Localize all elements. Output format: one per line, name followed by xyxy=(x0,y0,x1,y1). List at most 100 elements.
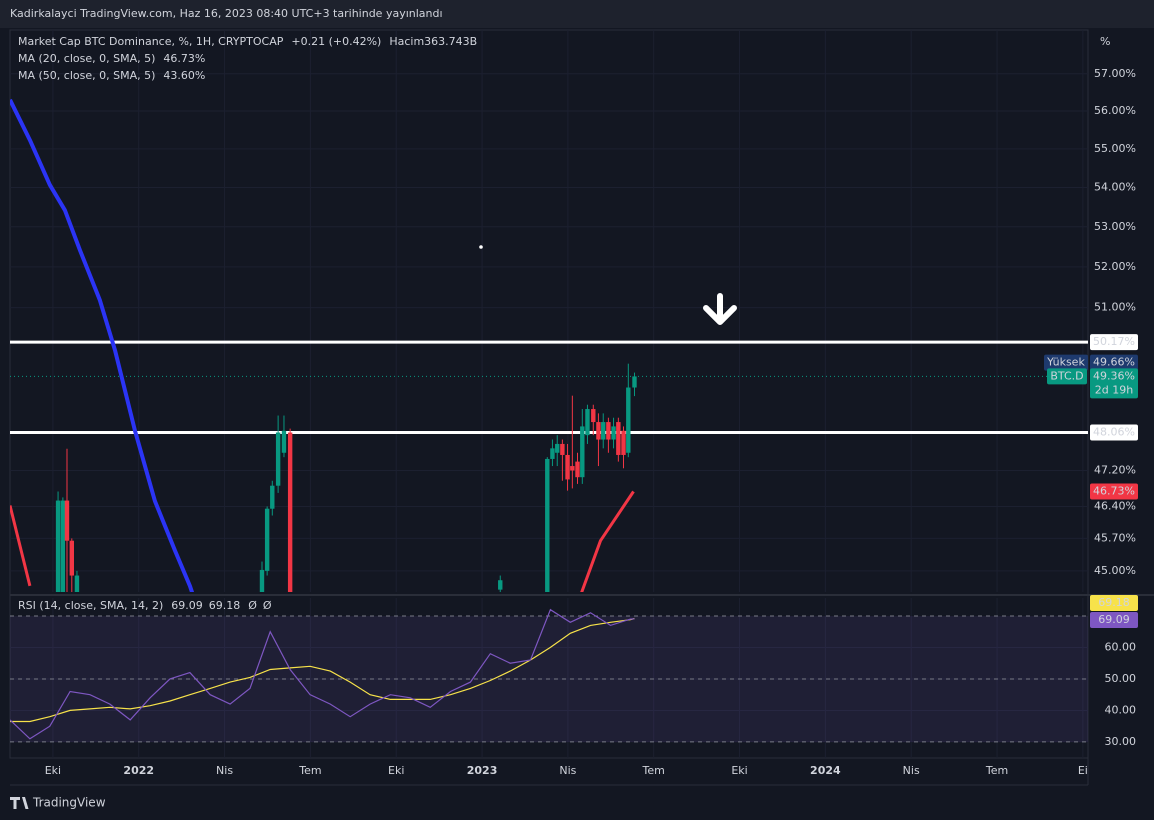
overlay: 57.00% 56.00% 55.00% 54.00% 53.00% 52.00% 51.0… xyxy=(18,35,1138,777)
rsi-tag-box xyxy=(1090,612,1138,628)
y-tick-label: 30.00 xyxy=(1105,735,1137,748)
candle-body xyxy=(264,508,270,571)
y-tick-label: 51.00% xyxy=(1094,301,1136,314)
x-tick-label: Eki xyxy=(731,764,747,777)
candle-body xyxy=(611,426,616,440)
legend-value: 69.18 xyxy=(209,599,241,612)
marker-dot xyxy=(479,245,483,249)
candle-body xyxy=(55,500,61,592)
rsi-tag-box xyxy=(1090,595,1138,611)
plot-frame xyxy=(9,29,1089,759)
legend-title: Market Cap BTC Dominance, %, 1H, CRYPTOC… xyxy=(18,35,284,48)
candle-body xyxy=(632,376,637,388)
top-bar xyxy=(0,0,1154,28)
legend-change: +0.21 (+0.42%) xyxy=(291,35,381,48)
level-tag: 48.06% xyxy=(1093,426,1135,439)
level-tag: 50.17% xyxy=(1093,335,1135,348)
y-tick-label: 47.20% xyxy=(1094,464,1136,477)
candle-body xyxy=(596,422,601,440)
high-name-tag-box xyxy=(1044,354,1088,371)
candle-body xyxy=(64,500,70,541)
published-note: Kadirkalayci TradingView.com, Haz 16, 20… xyxy=(10,7,443,20)
candle-body xyxy=(560,443,565,455)
x-tick-label: Eki xyxy=(45,764,61,777)
y-tick-label: 52.00% xyxy=(1094,260,1136,273)
footer-brand: TradingView xyxy=(32,796,106,810)
down-arrow xyxy=(703,293,737,325)
candle-body xyxy=(570,466,575,471)
rsi-tag: 69.09 xyxy=(1098,613,1130,626)
last-price-tag: 49.36% xyxy=(1093,369,1135,382)
y-tick-label: 60.00 xyxy=(1105,640,1137,653)
candle-body xyxy=(69,540,74,576)
logo xyxy=(10,797,29,809)
candle-body xyxy=(550,448,555,459)
high-name-tag: Yüksek xyxy=(1046,356,1085,369)
level-tag-box xyxy=(1090,424,1138,441)
symbol-tag: BTC.D xyxy=(1050,369,1083,382)
candle-body xyxy=(575,461,580,478)
x-tick-label: 2024 xyxy=(810,764,841,777)
x-tick-label: Nis xyxy=(216,764,233,777)
y-tick-label: 40.00 xyxy=(1105,703,1137,716)
x-tick-label: Tem xyxy=(642,764,665,777)
candle-body xyxy=(580,426,585,478)
candle-body xyxy=(74,575,80,592)
legend-marker: Ø xyxy=(248,599,257,612)
legend-name: MA (20, close, 0, SMA, 5) xyxy=(18,52,155,65)
y-tick-label: 46.40% xyxy=(1094,499,1136,512)
rsi-tag: 69.18 xyxy=(1098,596,1130,609)
candle-body xyxy=(287,432,293,592)
y-tick-label: 45.00% xyxy=(1094,564,1136,577)
price-unit: % xyxy=(1100,35,1110,48)
y-tick-label: 55.00% xyxy=(1094,142,1136,155)
x-tick-label: Nis xyxy=(559,764,576,777)
candle-body xyxy=(60,500,66,592)
y-tick-label: 57.00% xyxy=(1094,67,1136,80)
x-tick-label: Nis xyxy=(903,764,920,777)
y-tick-label: 53.00% xyxy=(1094,220,1136,233)
moving-average xyxy=(10,490,635,592)
rsi-pane xyxy=(10,598,1088,758)
ma-tag-box xyxy=(1090,483,1138,500)
candle-body xyxy=(498,580,503,590)
candle-body xyxy=(601,422,606,440)
y-tick-label: 50.00 xyxy=(1105,672,1137,685)
x-tick-label: Tem xyxy=(985,764,1008,777)
candle-body xyxy=(591,409,596,423)
x-tick-label: Tem xyxy=(298,764,321,777)
level-tag-box xyxy=(1090,334,1138,351)
ma-tag: 46.73% xyxy=(1093,485,1135,498)
y-tick-label: 54.00% xyxy=(1094,180,1136,193)
candle-body xyxy=(555,443,560,453)
x-tick-label: Ei xyxy=(1078,764,1088,777)
legend-volume-label: Hacim xyxy=(389,35,424,48)
legend-marker: Ø xyxy=(263,599,272,612)
countdown-tag: 2d 19h xyxy=(1095,383,1133,396)
candle-body xyxy=(545,458,550,592)
legend-value: 46.73% xyxy=(163,52,205,65)
candle-body xyxy=(626,387,631,453)
candle-body xyxy=(275,432,281,486)
high-value-tag-box xyxy=(1090,354,1138,371)
legend-value: 69.09 xyxy=(171,599,203,612)
x-tick-label: 2022 xyxy=(123,764,154,777)
candle-body xyxy=(616,422,621,455)
candle-body xyxy=(606,422,611,440)
x-tick-label: 2023 xyxy=(467,764,498,777)
legend-volume: 363.743B xyxy=(424,35,477,48)
candle-body xyxy=(585,409,590,436)
candle-body xyxy=(281,430,287,453)
y-tick-label: 45.70% xyxy=(1094,531,1136,544)
legend-name: MA (50, close, 0, SMA, 5) xyxy=(18,69,155,82)
high-value-tag: 49.66% xyxy=(1093,356,1135,369)
candle-body xyxy=(565,454,570,480)
last-price-box xyxy=(1090,368,1138,399)
symbol-tag-box xyxy=(1047,368,1087,385)
candle-body xyxy=(270,485,275,509)
candle-body xyxy=(259,569,265,592)
y-tick-label: 56.00% xyxy=(1094,104,1136,117)
rsi-line xyxy=(10,617,635,723)
